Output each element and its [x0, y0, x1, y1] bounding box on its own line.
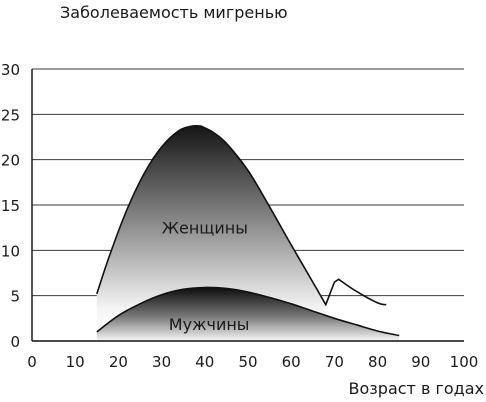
- x-tick-label: 80: [368, 353, 387, 371]
- x-tick-label: 40: [195, 353, 214, 371]
- y-tick-label: 30: [1, 61, 20, 79]
- y-tick-label: 20: [1, 152, 20, 170]
- x-tick-label: 50: [238, 353, 257, 371]
- series-area-muzhchiny: [96, 287, 400, 341]
- series-layer: [96, 124, 400, 341]
- x-tick-label: 70: [325, 353, 344, 371]
- axes: [31, 69, 464, 342]
- series-label: Женщины: [162, 219, 248, 238]
- series-line-muzhchiny: [96, 286, 400, 337]
- x-tick-label: 30: [152, 353, 171, 371]
- x-tick-label: 20: [109, 353, 128, 371]
- y-tick-label: 10: [1, 242, 20, 260]
- x-tick-label: 90: [411, 353, 430, 371]
- x-tick-label: 0: [27, 353, 37, 371]
- series-labels: Женщины Мужчины: [162, 219, 250, 334]
- series-label: Мужчины: [169, 315, 250, 334]
- y-tick-label: 5: [10, 288, 20, 306]
- tick-labels: 0 10 20 30 40 50 60 70 80 90 100 0 5 10 15 20 25 30: [1, 61, 478, 371]
- series-area-zhenshchiny: [96, 125, 326, 341]
- x-tick-label: 10: [66, 353, 85, 371]
- y-tick-label: 0: [10, 333, 20, 351]
- y-tick-label: 15: [1, 197, 20, 215]
- x-tick-label: 60: [282, 353, 301, 371]
- y-tick-label: 25: [1, 106, 20, 124]
- x-tick-label: 100: [450, 353, 479, 371]
- series-line-zhenshchiny: [96, 124, 387, 307]
- x-axis-title: Возраст в годах: [349, 379, 484, 398]
- chart-title: Заболеваемость мигренью: [60, 3, 288, 22]
